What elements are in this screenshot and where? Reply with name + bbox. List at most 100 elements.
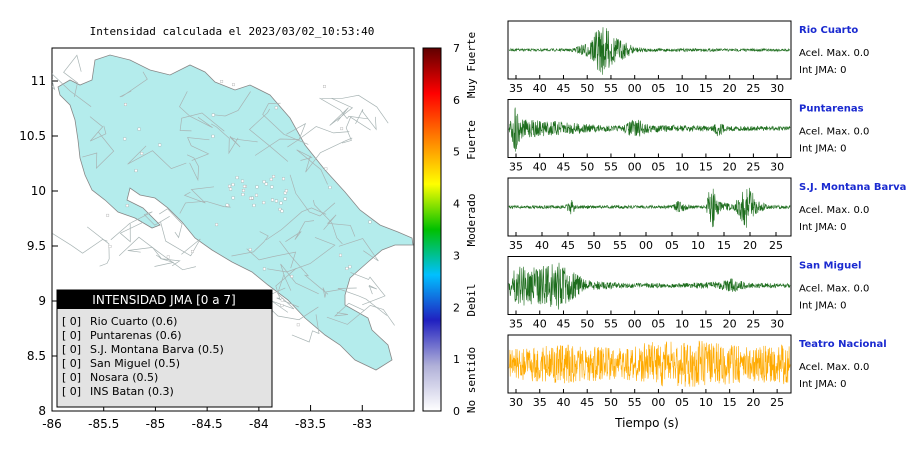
time-tick-label: 15 — [699, 318, 713, 331]
time-tick-label: 55 — [604, 82, 618, 95]
intensity-legend: INTENSIDAD JMA [0 a 7] [ 0] Rio Cuarto (0… — [56, 289, 273, 408]
town-marker — [255, 193, 258, 197]
x-tick-label: -84 — [249, 417, 269, 431]
colorbar-label: Moderado — [465, 194, 478, 247]
time-tick-label: 25 — [770, 396, 784, 409]
road-segment — [160, 221, 201, 257]
town-marker — [280, 298, 284, 302]
town-marker — [262, 180, 266, 184]
colorbar-label: Fuerte — [465, 120, 478, 160]
time-tick-label: 15 — [723, 396, 737, 409]
town-marker — [262, 201, 266, 205]
town-marker — [241, 193, 245, 196]
time-tick-label: 55 — [613, 239, 627, 252]
road-segment — [323, 214, 356, 237]
road-segment — [271, 274, 295, 313]
colorbar-tick-label: 6 — [453, 94, 460, 107]
road-segment — [187, 137, 210, 161]
map-title: Intensidad calculada el 2023/03/02_10:53… — [90, 25, 375, 38]
time-tick-label: 35 — [509, 318, 523, 331]
time-tick-label: 20 — [723, 318, 737, 331]
legend-marker: [ 0] — [62, 385, 81, 398]
road-segment — [337, 287, 388, 316]
map-area — [52, 54, 414, 371]
station-name: Teatro Nacional — [799, 339, 887, 350]
town-marker — [228, 184, 231, 188]
seismogram-panel: 35 40 45 50 55 00 05 10 15 20 25 S.J. Montana Barva… — [507, 177, 906, 252]
time-tick-label: 40 — [556, 396, 570, 409]
time-tick-label: 05 — [675, 396, 689, 409]
station-intensity: Int JMA: 0 — [799, 222, 847, 233]
road-segment — [130, 211, 170, 226]
time-tick-label: 35 — [509, 82, 523, 95]
road-segment — [211, 123, 239, 155]
x-tick-label: -85 — [146, 417, 166, 431]
road-segment — [289, 174, 336, 217]
colorbar-tick-label: 4 — [453, 198, 460, 211]
time-tick-label: 50 — [580, 161, 594, 174]
time-tick-label: 50 — [587, 239, 601, 252]
time-tick-label: 25 — [746, 161, 760, 174]
time-tick-label: 45 — [556, 161, 570, 174]
road-segment — [86, 226, 110, 267]
road-segment — [333, 302, 365, 317]
town-marker — [296, 323, 300, 327]
time-tick-label: 30 — [509, 396, 523, 409]
road-segment — [154, 258, 181, 267]
station-name: Rio Cuarto — [799, 25, 858, 36]
town-marker — [279, 201, 283, 205]
road-segment — [329, 97, 354, 126]
town-marker — [339, 253, 342, 257]
seismogram-panel: 35 40 45 50 55 00 05 10 15 20 25 30 Rio Cuarto Acel. … — [507, 20, 869, 95]
time-tick-label: 05 — [651, 82, 665, 95]
road-segment — [338, 238, 379, 262]
station-accel: Acel. Max. 0.0 — [799, 284, 869, 295]
town-marker — [220, 80, 224, 83]
time-tick-label: 45 — [556, 82, 570, 95]
x-tick-label: -84.5 — [192, 417, 223, 431]
road-segment — [368, 285, 377, 295]
time-tick-label: 35 — [533, 396, 547, 409]
road-segment — [279, 240, 329, 295]
legend-marker: [ 0] — [62, 315, 81, 328]
time-tick-label: 50 — [580, 82, 594, 95]
time-tick-label: 40 — [533, 82, 547, 95]
legend-marker: [ 0] — [62, 343, 81, 356]
x-tick-label: -86 — [42, 417, 62, 431]
time-tick-label: 35 — [509, 161, 523, 174]
legend-entry: Nosara (0.5) — [90, 371, 158, 384]
town-marker — [340, 127, 344, 131]
time-tick-label: 45 — [556, 318, 570, 331]
town-marker — [284, 189, 288, 193]
road-segment — [312, 199, 343, 245]
time-tick-label: 15 — [699, 82, 713, 95]
time-tick-label: 50 — [604, 396, 618, 409]
time-tick-label: 55 — [604, 318, 618, 331]
road-segment — [110, 222, 143, 243]
colorbar-label: Debil — [465, 283, 478, 316]
station-name: S.J. Montana Barva — [799, 182, 906, 193]
town-marker — [124, 103, 127, 106]
road-segment — [89, 116, 107, 142]
town-marker — [140, 152, 144, 155]
time-tick-label: 50 — [580, 318, 594, 331]
road-segment — [119, 71, 148, 98]
town-marker — [123, 137, 127, 141]
time-tick-label: 10 — [675, 318, 689, 331]
time-tick-label: 00 — [628, 82, 642, 95]
seismogram-trace — [508, 107, 791, 152]
town-marker — [215, 223, 219, 227]
seismogram-trace — [508, 27, 791, 75]
time-tick-label: 05 — [651, 318, 665, 331]
time-tick-label: 10 — [675, 82, 689, 95]
road-segment — [319, 97, 368, 120]
road-segment — [52, 233, 108, 254]
town-marker — [242, 184, 246, 188]
town-marker — [137, 127, 141, 131]
seismogram-panels: 35 40 45 50 55 00 05 10 15 20 25 30 Rio Cuarto Acel. … — [507, 20, 906, 409]
town-marker — [191, 250, 194, 253]
town-marker — [108, 245, 112, 248]
seismogram-panel: 35 40 45 50 55 00 05 10 15 20 25 30 Puntarenas Acel. … — [507, 99, 869, 174]
x-tick-label: -85.5 — [88, 417, 119, 431]
town-marker — [241, 179, 244, 183]
